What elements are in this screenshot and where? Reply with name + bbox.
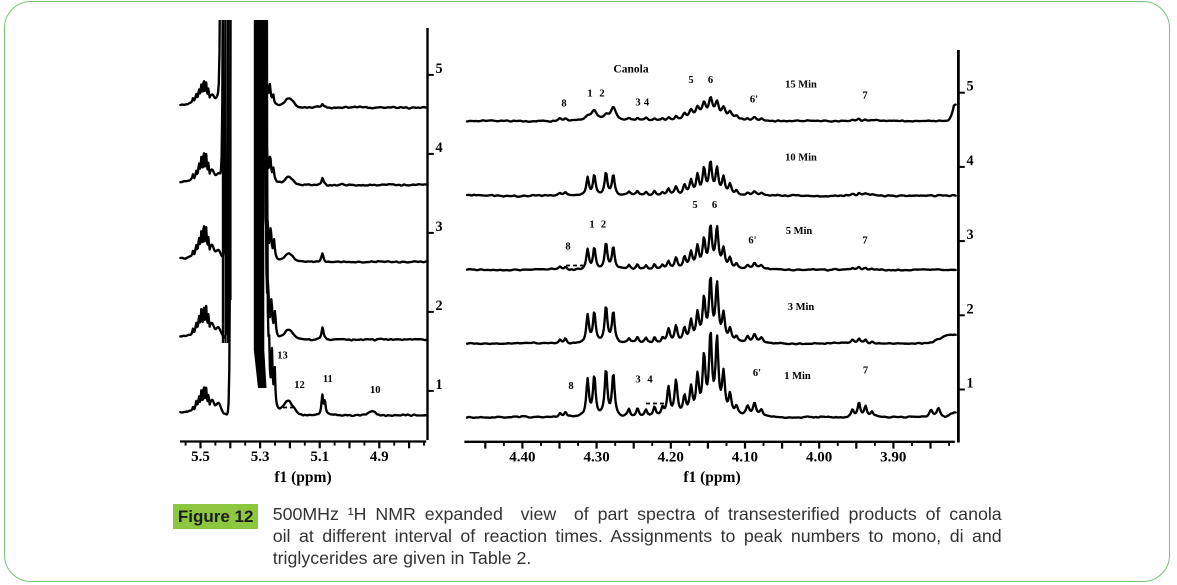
svg-text:8: 8 <box>565 242 570 253</box>
svg-text:1: 1 <box>587 89 592 100</box>
svg-text:10: 10 <box>370 385 381 396</box>
svg-text:10 Min: 10 Min <box>785 153 817 164</box>
svg-text:13: 13 <box>277 351 288 362</box>
svg-text:5.3: 5.3 <box>251 449 270 465</box>
svg-text:f1 (ppm): f1 (ppm) <box>683 469 740 486</box>
svg-text:3: 3 <box>436 219 443 235</box>
svg-text:5: 5 <box>967 79 974 95</box>
svg-text:5.1: 5.1 <box>310 449 329 465</box>
svg-text:4.10: 4.10 <box>732 450 758 466</box>
svg-text:4.40: 4.40 <box>509 450 535 466</box>
svg-text:4: 4 <box>436 140 443 156</box>
svg-text:6: 6 <box>712 200 717 211</box>
svg-text:6': 6' <box>753 368 761 379</box>
svg-text:5.5: 5.5 <box>191 449 210 465</box>
svg-text:8: 8 <box>561 99 566 110</box>
svg-text:5: 5 <box>688 75 693 86</box>
svg-text:4.00: 4.00 <box>806 450 832 466</box>
svg-text:2: 2 <box>599 89 604 100</box>
svg-text:4.9: 4.9 <box>370 449 389 465</box>
svg-text:3.90: 3.90 <box>880 450 906 466</box>
svg-text:7: 7 <box>862 236 867 247</box>
svg-text:4.30: 4.30 <box>583 450 609 466</box>
svg-text:6': 6' <box>748 236 756 247</box>
svg-text:4.20: 4.20 <box>658 450 684 466</box>
svg-text:8: 8 <box>568 381 573 392</box>
svg-text:1 Min: 1 Min <box>784 371 811 382</box>
svg-text:2: 2 <box>967 301 974 317</box>
svg-text:4: 4 <box>967 153 974 169</box>
svg-text:3: 3 <box>635 98 640 109</box>
svg-text:15 Min: 15 Min <box>785 80 817 91</box>
svg-text:12: 12 <box>294 380 305 391</box>
svg-text:Canola: Canola <box>613 64 648 76</box>
svg-text:6': 6' <box>750 95 758 106</box>
svg-text:4: 4 <box>647 375 653 386</box>
svg-text:1: 1 <box>436 377 443 393</box>
svg-text:7: 7 <box>863 366 868 377</box>
svg-text:5: 5 <box>692 200 697 211</box>
svg-text:2: 2 <box>601 220 606 231</box>
svg-text:5: 5 <box>436 61 443 77</box>
svg-text:f1 (ppm): f1 (ppm) <box>274 469 331 486</box>
svg-text:1: 1 <box>589 220 594 231</box>
svg-text:7: 7 <box>862 91 867 102</box>
svg-text:3: 3 <box>967 227 974 243</box>
svg-text:11: 11 <box>323 374 333 385</box>
svg-text:6: 6 <box>708 75 713 86</box>
svg-text:1: 1 <box>967 376 974 392</box>
svg-text:3 Min: 3 Min <box>788 302 815 313</box>
svg-text:2: 2 <box>436 298 443 314</box>
svg-text:5 Min: 5 Min <box>786 226 813 237</box>
svg-text:4: 4 <box>644 98 650 109</box>
svg-text:3: 3 <box>635 375 640 386</box>
